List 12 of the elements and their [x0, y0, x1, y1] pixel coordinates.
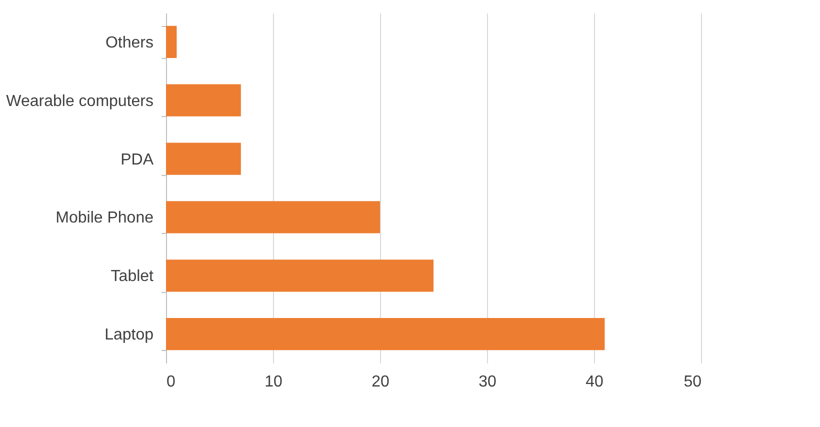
- y-tick-label: Mobile Phone: [56, 210, 154, 227]
- x-tick-label: 0: [166, 374, 176, 390]
- x-tick-label: 30: [478, 374, 496, 390]
- x-tick-label: 20: [372, 374, 390, 390]
- y-tick-label: Wearable computers: [6, 92, 154, 110]
- x-tick-label: 50: [684, 374, 702, 390]
- x-tick-label: 40: [586, 374, 604, 390]
- x-tick-label: 10: [264, 374, 282, 390]
- y-tick-label: Others: [105, 34, 154, 52]
- y-tick-label: Laptop: [104, 326, 154, 344]
- y-tick-label: PDA: [120, 151, 154, 168]
- y-tick-label: Tablet: [110, 268, 154, 286]
